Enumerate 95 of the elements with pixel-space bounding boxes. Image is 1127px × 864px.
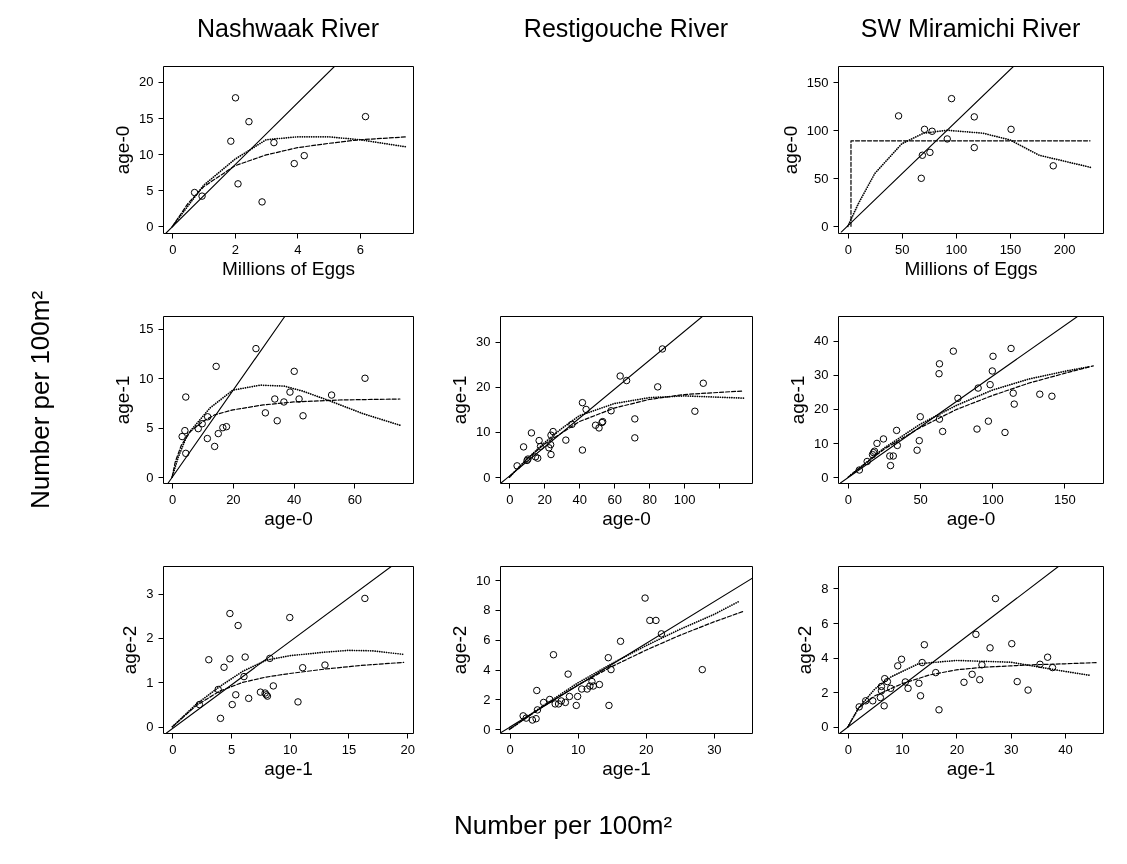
text: Number per 100m² bbox=[24, 290, 56, 510]
y-tick-label: 0 bbox=[146, 218, 154, 234]
text: Number per 100m² bbox=[453, 809, 673, 841]
y-tick-label: 8 bbox=[483, 602, 491, 618]
y-tick-label: 3 bbox=[146, 586, 154, 602]
y-axis-title: age-2 bbox=[449, 625, 471, 675]
y-tick-label: 10 bbox=[139, 146, 154, 162]
y-tick-label: 0 bbox=[483, 721, 491, 737]
x-tick-label: 150 bbox=[1054, 491, 1076, 507]
y-tick-label: 0 bbox=[483, 469, 491, 485]
y-tick-label: 30 bbox=[814, 367, 829, 383]
y-axis-title: age-2 bbox=[794, 625, 816, 675]
y-tick-label: 10 bbox=[139, 370, 154, 386]
x-axis-title: Millions of Eggs bbox=[904, 257, 1038, 279]
x-axis-title: age-0 bbox=[602, 507, 651, 529]
x-tick-label: 50 bbox=[913, 491, 928, 507]
y-tick-label: 10 bbox=[476, 572, 491, 588]
x-axis-title: age-1 bbox=[602, 757, 651, 779]
x-tick-label: 0 bbox=[169, 741, 177, 757]
x-tick-label: 80 bbox=[642, 491, 657, 507]
x-axis-title: age-1 bbox=[946, 757, 996, 779]
y-tick-label: 10 bbox=[814, 435, 829, 451]
y-axis-title: age-1 bbox=[449, 375, 471, 425]
y-tick-label: 0 bbox=[146, 469, 154, 485]
y-tick-label: 0 bbox=[821, 719, 829, 735]
y-tick-label: 30 bbox=[476, 334, 491, 350]
x-tick-label: 10 bbox=[570, 741, 586, 757]
y-tick-label: 150 bbox=[806, 74, 829, 90]
y-axis-title: age-2 bbox=[119, 625, 141, 675]
x-tick-label: 200 bbox=[1053, 241, 1076, 257]
y-tick-label: 2 bbox=[483, 691, 491, 707]
x-axis-title: age-0 bbox=[946, 507, 996, 529]
x-tick-label: 0 bbox=[844, 241, 852, 257]
y-tick-label: 10 bbox=[476, 424, 491, 440]
x-tick-label: 60 bbox=[347, 491, 363, 507]
y-tick-label: 4 bbox=[821, 650, 829, 666]
x-tick-label: 0 bbox=[169, 491, 177, 507]
y-tick-label: 4 bbox=[483, 662, 491, 678]
y-tick-label: 20 bbox=[139, 74, 154, 90]
y-tick-label: 20 bbox=[814, 401, 829, 417]
x-tick-label: 0 bbox=[844, 491, 853, 507]
x-tick-label: 5 bbox=[227, 741, 236, 757]
x-tick-label: 6 bbox=[356, 241, 364, 257]
y-tick-label: 6 bbox=[821, 615, 829, 631]
x-tick-label: 10 bbox=[283, 741, 298, 757]
x-tick-label: 0 bbox=[844, 741, 852, 757]
x-tick-label: 100 bbox=[981, 491, 1004, 507]
chart-title: Restigouche River bbox=[522, 14, 730, 43]
y-tick-label: 0 bbox=[821, 469, 829, 485]
x-tick-label: 50 bbox=[895, 241, 910, 257]
y-tick-label: 50 bbox=[814, 170, 829, 186]
y-tick-label: 15 bbox=[139, 321, 154, 337]
chart-title: Nashwaak River bbox=[196, 14, 380, 43]
x-tick-label: 150 bbox=[999, 241, 1022, 257]
y-tick-label: 5 bbox=[146, 182, 154, 198]
y-tick-label: 0 bbox=[821, 218, 829, 234]
x-tick-label: 2 bbox=[231, 241, 239, 257]
x-tick-label: 40 bbox=[286, 491, 302, 507]
y-tick-label: 5 bbox=[146, 420, 154, 436]
x-tick-label: 15 bbox=[341, 741, 357, 757]
y-axis-title: age-1 bbox=[112, 375, 134, 425]
chart-title: SW Miramichi River bbox=[859, 14, 1082, 43]
x-tick-label: 100 bbox=[945, 241, 968, 257]
x-tick-label: 0 bbox=[506, 741, 514, 757]
y-tick-label: 40 bbox=[814, 333, 829, 349]
y-tick-label: 1 bbox=[146, 674, 154, 690]
x-tick-label: 60 bbox=[607, 491, 622, 507]
y-axis-title: age-0 bbox=[779, 125, 801, 175]
x-tick-label: 30 bbox=[707, 741, 722, 757]
x-tick-label: 30 bbox=[1003, 741, 1019, 757]
x-tick-label: 20 bbox=[226, 491, 241, 507]
y-tick-label: 8 bbox=[821, 581, 829, 596]
x-tick-label: 100 bbox=[673, 491, 696, 507]
x-tick-label: 0 bbox=[506, 491, 514, 507]
x-axis-title: Millions of Eggs bbox=[221, 257, 356, 279]
x-tick-label: 4 bbox=[294, 241, 302, 257]
x-axis-title: age-0 bbox=[264, 507, 313, 529]
x-tick-label: 20 bbox=[949, 741, 965, 757]
x-tick-label: 0 bbox=[169, 241, 177, 257]
y-tick-label: 15 bbox=[139, 110, 154, 126]
y-tick-label: 6 bbox=[483, 632, 491, 648]
x-tick-label: 20 bbox=[537, 491, 553, 507]
x-axis-title: age-1 bbox=[264, 757, 313, 779]
y-axis-title: age-0 bbox=[112, 125, 134, 175]
y-tick-label: 20 bbox=[476, 379, 491, 395]
x-tick-label: 20 bbox=[639, 741, 654, 757]
x-tick-label: 40 bbox=[1058, 741, 1073, 757]
y-tick-label: 2 bbox=[146, 630, 154, 646]
y-tick-label: 0 bbox=[146, 719, 154, 735]
x-tick-label: 40 bbox=[572, 491, 588, 507]
x-tick-label: 10 bbox=[895, 741, 910, 757]
y-axis-title: age-1 bbox=[787, 375, 809, 425]
y-tick-label: 2 bbox=[821, 684, 829, 700]
x-tick-label: 20 bbox=[400, 741, 415, 757]
y-tick-label: 100 bbox=[806, 122, 829, 138]
